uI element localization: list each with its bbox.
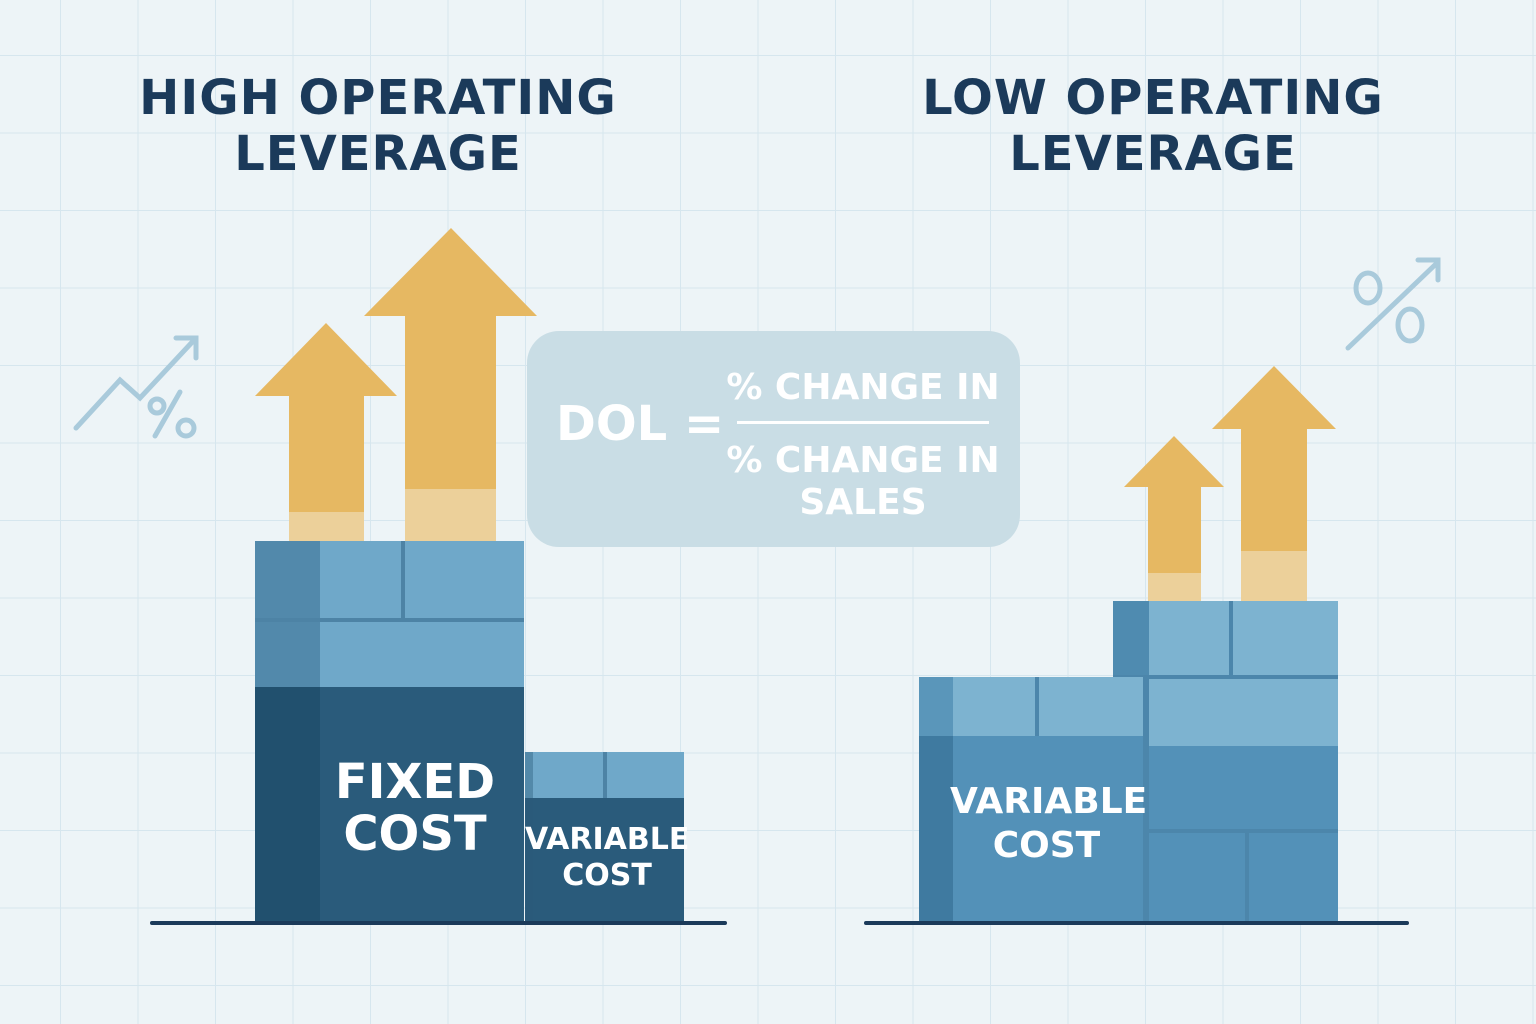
right-ground-line — [864, 921, 1409, 925]
formula-box — [527, 331, 1020, 547]
trend-percent-icon — [73, 335, 199, 439]
arrow-up-icon — [1124, 436, 1224, 601]
fraction-line — [737, 421, 989, 424]
left-variable-cost-label: VARIABLE COST — [525, 822, 690, 893]
left-ground-line — [150, 921, 727, 925]
fixed-cost-block — [255, 541, 524, 922]
formula-numerator: % CHANGE IN — [726, 367, 1000, 408]
variable-cost-block-small — [525, 752, 684, 922]
arrow-up-icon — [1212, 366, 1336, 601]
percent-arrow-icon — [1345, 257, 1441, 351]
right-variable-cost-label: VARIABLE COST — [950, 781, 1148, 866]
right-title: LOW OPERATING LEVERAGE — [922, 70, 1384, 182]
arrow-up-icon — [364, 228, 537, 541]
formula-lhs: DOL = — [556, 396, 725, 452]
variable-cost-block-large — [919, 601, 1338, 922]
fixed-cost-label: FIXED COST — [334, 754, 496, 862]
arrow-up-icon — [255, 323, 397, 541]
formula-denominator: % CHANGE IN SALES — [726, 440, 1000, 523]
left-title: HIGH OPERATING LEVERAGE — [139, 70, 617, 182]
